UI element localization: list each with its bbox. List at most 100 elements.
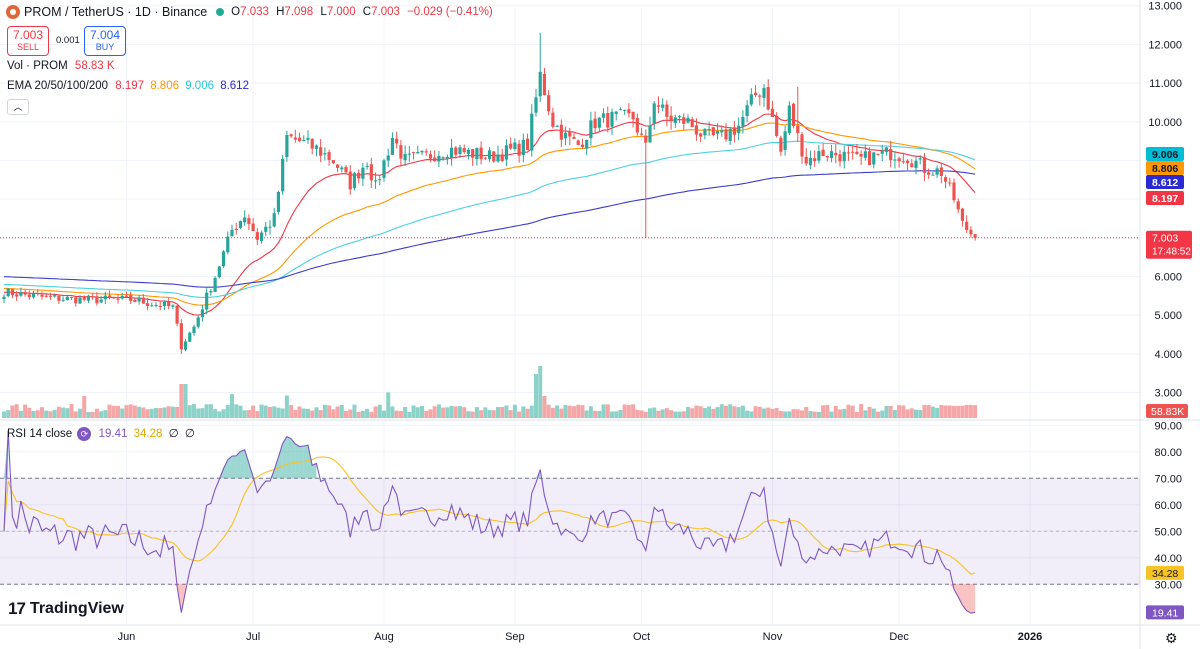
volume-bar-194 [821,405,826,418]
volume-bar-179 [757,406,762,418]
candle-body-129 [547,95,551,112]
volume-bar-44 [187,405,192,418]
ema20-badge: 8.197 [1152,193,1178,205]
volume-bar-41 [175,406,180,418]
volume-bar-166 [702,407,707,418]
volume-bar-229 [968,404,973,418]
volume-bar-197 [833,405,838,418]
volume-bar-216 [914,409,918,418]
volume-bar-29 [124,405,129,418]
volume-bar-14 [61,407,66,418]
candle-body-128 [542,73,547,96]
candle-body-78 [331,160,335,164]
volume-bar-168 [711,408,716,418]
candle-body-159 [673,117,677,124]
candle-body-136 [576,140,580,146]
volume-bar-148 [626,405,631,418]
collapse-legend-button[interactable]: ︿ [7,99,29,115]
candle-body-33 [141,297,145,304]
volume-bar-209 [884,405,889,418]
volume-bar-67 [284,395,289,418]
countdown-label: 17:48:52 [1152,247,1191,258]
candle-body-79 [335,164,340,168]
volume-bar-230 [973,405,978,418]
candle-body-187 [791,103,796,127]
candle-body-131 [555,125,559,127]
volume-bar-124 [525,408,530,418]
ema100-badge-bg [1146,147,1184,161]
ema20-value: 8.197 [115,80,145,92]
rsi-oversold-fill-228 [962,584,967,611]
volume-bar-51 [217,411,222,418]
candle-body-97 [411,152,416,154]
candle-body-81 [344,167,348,173]
volume-bar-15 [65,408,70,418]
candle-body-140 [593,118,597,129]
candle-body-141 [597,117,601,128]
volume-bar-221 [935,408,940,418]
volume-bar-178 [753,406,758,418]
settings-gear-icon[interactable]: ⚙ [1165,630,1178,646]
ema-legend[interactable]: EMA 20/50/100/200 8.197 8.806 9.006 8.61… [7,80,249,92]
candle-body-84 [357,172,361,179]
volume-bar-162 [686,406,690,418]
ema100-value: 9.006 [185,80,214,92]
volume-legend[interactable]: Vol · PROM 58.83 K [7,60,115,72]
volume-bar-212 [897,405,902,418]
candle-body-210 [889,148,893,161]
candle-body-115 [487,150,492,159]
volume-bar-84 [356,411,361,418]
volume-bar-17 [73,411,78,418]
volume-bar-114 [483,407,488,418]
volume-bar-2 [10,405,15,418]
rsi-tick-label-2: 50.00 [1154,526,1182,538]
symbol-title[interactable]: PROM / TetherUS · 1D · Binance [24,5,208,19]
volume-bar-59 [251,405,256,418]
ema50-line [4,122,976,306]
volume-bar-163 [690,408,695,418]
rsi-tick-label-5: 80.00 [1154,447,1182,459]
ema50-badge: 8.806 [1152,163,1178,175]
volume-bar-43 [183,384,188,418]
candle-body-155 [656,105,661,107]
volume-bar-214 [905,409,910,418]
price-tick-label-0: 3.000 [1154,388,1182,400]
volume-bar-79 [335,406,340,418]
volume-bar-185 [783,411,788,418]
candle-body-7 [31,293,36,298]
rsi-legend[interactable]: RSI 14 close ⟳ 19.41 34.28 ∅ ∅ [7,426,195,441]
candle-body-153 [648,125,652,143]
candle-body-164 [694,125,699,135]
sell-button[interactable]: 7.003 SELL [7,26,49,56]
candle-body-36 [154,304,158,306]
candle-body-223 [943,177,948,182]
candle-body-10 [44,295,48,297]
candle-body-83 [352,173,357,189]
candle-body-182 [770,108,775,117]
rsi-overbought-fill-73 [308,445,313,479]
candle-body-98 [416,152,420,154]
candle-body-162 [686,117,690,123]
price-tick-label-7: 10.000 [1148,117,1182,129]
volume-bar-38 [162,407,167,418]
volume-bar-24 [103,410,108,418]
volume-bar-144 [610,411,614,418]
volume-bar-225 [952,405,956,418]
rsi-badge-bg [1146,605,1184,620]
candle-body-22 [95,296,99,304]
price-tick-label-9: 12.000 [1148,39,1182,51]
volume-bar-192 [812,411,817,418]
tradingview-logo[interactable]: 17 TradingView [8,599,124,619]
candle-body-9 [40,294,44,297]
volume-bar-135 [572,406,576,418]
volume-bar-111 [470,411,475,418]
buy-button[interactable]: 7.004 BUY [84,26,126,56]
volume-bar-125 [529,405,534,418]
volume-bar-54 [230,394,234,418]
ohlc-open-key: O [231,6,241,18]
candle-body-5 [23,291,27,295]
candle-body-181 [766,87,770,110]
candle-body-176 [745,105,749,117]
candle-body-211 [893,159,897,161]
